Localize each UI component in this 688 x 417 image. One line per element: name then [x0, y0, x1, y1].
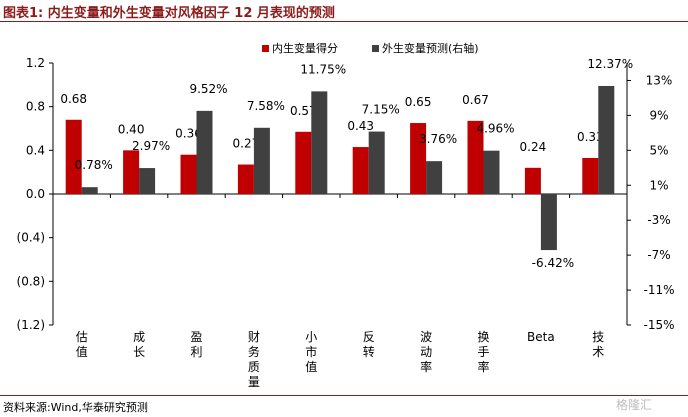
data-label-endogenous: 0.24 — [520, 140, 547, 154]
category-label: 波动率 — [420, 330, 432, 374]
category-label: Beta — [527, 330, 555, 344]
bar-endogenous — [582, 157, 599, 194]
bar-endogenous — [410, 123, 427, 194]
data-label-endogenous: 0.68 — [60, 92, 87, 106]
left-axis-tick-label: 0.0 — [26, 187, 45, 201]
data-label-exogenous: -6.42% — [532, 256, 574, 270]
data-label-endogenous: 0.67 — [462, 93, 489, 107]
bar-exogenous — [483, 150, 500, 194]
data-label-endogenous: 0.27 — [233, 137, 260, 151]
left-axis-tick-label: (1.2) — [17, 318, 45, 332]
chart-title: 图表1: 内生变量和外生变量对风格因子 12 月表现的预测 — [3, 6, 335, 21]
bar-exogenous — [368, 131, 385, 194]
legend-label-exogenous: 外生变量预测(右轴) — [382, 41, 479, 55]
data-label-exogenous: 4.96% — [476, 122, 514, 136]
left-axis-tick-label: 0.8 — [26, 100, 45, 114]
category-label: 估值 — [76, 330, 88, 359]
source-note: 资料来源:Wind,华泰研究预测 — [3, 401, 148, 414]
right-axis-tick-label: -3% — [647, 213, 670, 227]
bar-endogenous — [467, 120, 484, 194]
bar-exogenous — [311, 91, 328, 194]
data-label-exogenous: 7.15% — [362, 103, 400, 117]
data-label-exogenous: 3.76% — [419, 132, 457, 146]
right-axis-tick-label: -7% — [647, 248, 670, 262]
left-axis-tick-label: 0.4 — [26, 143, 45, 157]
bar-endogenous — [295, 131, 312, 194]
bar-endogenous — [352, 147, 369, 194]
bar-endogenous — [65, 119, 82, 194]
data-label-exogenous: 2.97% — [132, 139, 170, 153]
bar-endogenous — [237, 164, 254, 194]
bar-exogenous — [196, 110, 213, 194]
right-axis-tick-label: 1% — [649, 178, 668, 192]
legend-swatch-exogenous — [372, 45, 379, 52]
category-label: 换手率 — [477, 330, 489, 374]
left-axis-tick-label: 1.2 — [26, 56, 45, 70]
data-label-endogenous: 0.57 — [290, 104, 317, 118]
legend-label-endogenous: 内生变量得分 — [272, 41, 338, 55]
bar-exogenous — [139, 168, 156, 194]
category-label: 小市值 — [305, 330, 317, 374]
title-divider — [0, 21, 688, 22]
bar-exogenous — [253, 127, 270, 194]
right-axis-tick-label: -11% — [643, 283, 674, 297]
left-axis-tick-label: (0.4) — [17, 231, 45, 245]
data-label-endogenous: 0.33 — [577, 130, 604, 144]
footer-divider — [0, 395, 688, 396]
right-axis-tick-label: 5% — [649, 143, 668, 157]
data-label-exogenous: 12.37% — [587, 57, 633, 71]
category-label: 反转 — [363, 330, 375, 359]
legend-swatch-endogenous — [262, 45, 269, 52]
left-axis-tick-label: (0.8) — [17, 274, 45, 288]
data-label-exogenous: 0.78% — [75, 158, 113, 172]
category-label: 技术 — [592, 330, 604, 359]
category-label: 财务质量 — [248, 330, 260, 389]
bar-endogenous — [123, 150, 140, 194]
bar-exogenous — [598, 85, 615, 194]
right-axis-tick-label: 13% — [646, 73, 673, 87]
bar-exogenous — [540, 194, 557, 251]
category-label: 盈利 — [190, 330, 202, 359]
bar-endogenous — [524, 167, 541, 194]
data-label-endogenous: 0.36 — [175, 127, 202, 141]
data-label-exogenous: 11.75% — [300, 62, 346, 76]
category-label: 成长 — [133, 330, 145, 359]
data-label-endogenous: 0.65 — [405, 95, 432, 109]
right-axis-tick-label: 9% — [649, 108, 668, 122]
bar-endogenous — [180, 154, 197, 194]
data-label-exogenous: 9.52% — [189, 82, 227, 96]
data-label-exogenous: 7.58% — [247, 99, 285, 113]
right-axis-tick-label: -15% — [643, 318, 674, 332]
title-bar: 图表1: 内生变量和外生变量对风格因子 12 月表现的预测 — [0, 0, 688, 22]
data-label-endogenous: 0.40 — [118, 122, 145, 136]
bar-exogenous — [81, 187, 98, 194]
watermark-logo: 格隆汇 — [616, 398, 653, 412]
data-label-endogenous: 0.43 — [347, 119, 374, 133]
bar-exogenous — [426, 161, 443, 194]
